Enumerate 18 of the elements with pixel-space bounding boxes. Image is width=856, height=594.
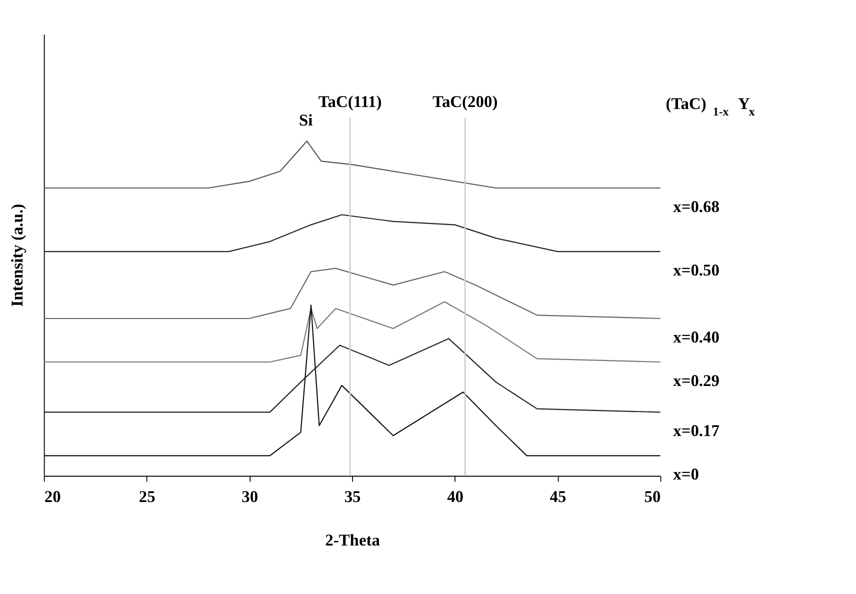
x-tick-label: 35: [344, 486, 361, 506]
x-tick-label: 40: [447, 486, 464, 506]
x-tick-label: 20: [44, 486, 61, 506]
ref-line-label: TaC(111): [318, 92, 382, 112]
series-label: x=0.40: [673, 327, 720, 346]
x-axis-title: 2-Theta: [325, 530, 380, 550]
y-axis-title: Intensity (a.u.): [7, 204, 26, 307]
x-tick-label: 30: [242, 486, 258, 506]
series-label: x=0: [673, 464, 699, 484]
x-tick-label: 50: [644, 486, 661, 506]
x-tick-label: 45: [550, 486, 566, 506]
series-label: x=0.29: [673, 370, 720, 390]
ref-line-label: TaC(200): [432, 92, 498, 112]
x-tick-label: 25: [138, 486, 156, 506]
series-label: x=0.17: [673, 420, 720, 440]
text: Si: [298, 110, 314, 130]
series-label: x=0.50: [673, 260, 720, 280]
series-label: x=0.68: [673, 196, 720, 216]
